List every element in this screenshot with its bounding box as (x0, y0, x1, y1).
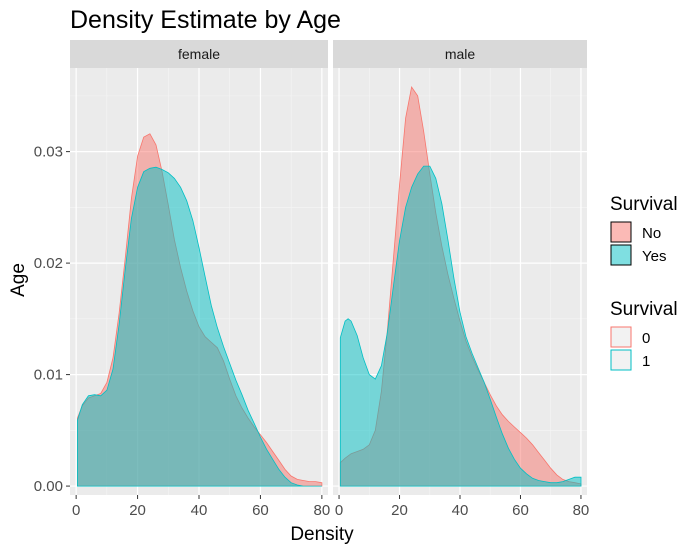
x-tick-label: 60 (252, 502, 269, 519)
facet-strip (70, 40, 328, 68)
x-axis: 0 20 40 60 80 0 20 40 60 80 (72, 495, 589, 519)
panel-female: female (70, 40, 328, 495)
legend-key (610, 349, 632, 371)
y-tick-label: 0.02 (34, 255, 63, 272)
legend-1: Survival No Yes (610, 194, 678, 266)
density-area-yes (77, 166, 322, 487)
legend-key (610, 221, 632, 243)
x-tick-label: 0 (335, 502, 343, 519)
facet-strip (333, 40, 587, 68)
legend-key (610, 326, 632, 348)
x-tick-label: 20 (129, 502, 146, 519)
legends: Survival No Yes Survival 0 1 (610, 194, 678, 371)
y-axis: 0.00 0.01 0.02 0.03 (34, 144, 70, 495)
legend-title: Survival (610, 194, 678, 215)
x-tick-label: 0 (72, 502, 80, 519)
y-tick-label: 0.03 (34, 144, 63, 161)
panel-male: male (333, 40, 587, 495)
x-tick-label: 60 (512, 502, 529, 519)
x-tick-label: 80 (573, 502, 590, 519)
legend-label: Yes (642, 248, 666, 265)
facet-strip-label: male (445, 46, 476, 62)
chart-title: Density Estimate by Age (70, 6, 341, 34)
facet-strip-label: female (178, 46, 220, 62)
x-tick-label: 40 (191, 502, 208, 519)
legend-label: No (642, 225, 661, 242)
facet-panels: female male (70, 40, 587, 495)
x-tick-label: 20 (391, 502, 408, 519)
y-tick-label: 0.00 (34, 478, 63, 495)
legend-2: Survival 0 1 (610, 299, 678, 371)
density-area-yes (339, 165, 582, 487)
y-axis-title: Age (8, 263, 29, 297)
legend-label: 1 (642, 353, 650, 370)
x-axis-title: Density (290, 524, 354, 545)
x-tick-label: 40 (452, 502, 469, 519)
legend-key (610, 244, 632, 266)
x-tick-label: 80 (314, 502, 331, 519)
legend-label: 0 (642, 330, 650, 347)
legend-title: Survival (610, 299, 678, 320)
y-tick-label: 0.01 (34, 367, 63, 384)
